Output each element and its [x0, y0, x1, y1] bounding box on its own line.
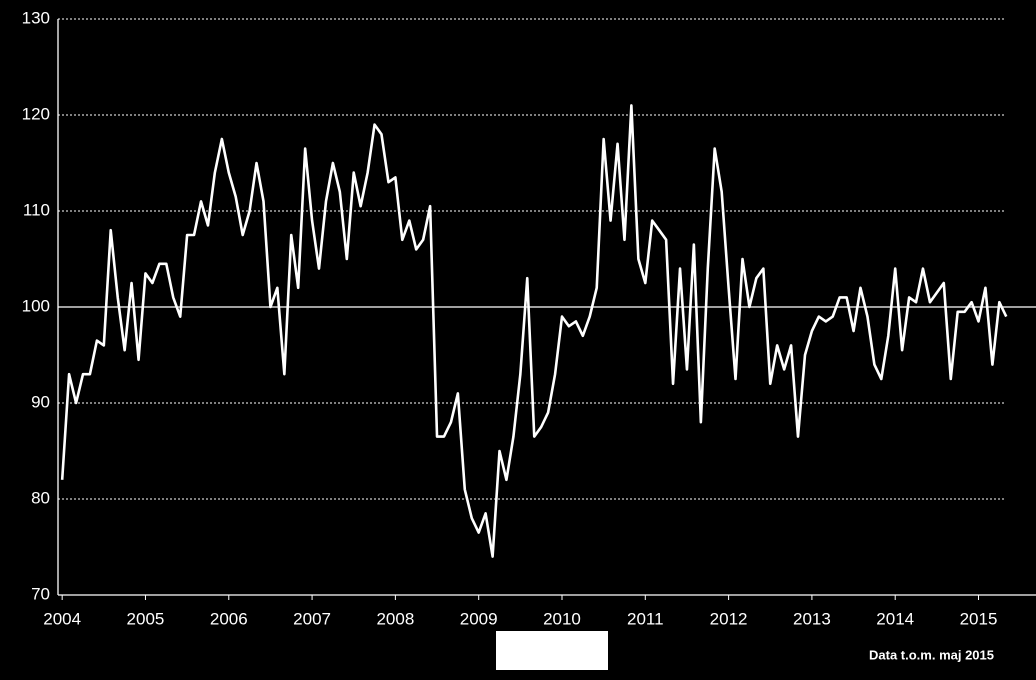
- x-tick-label: 2005: [127, 609, 165, 628]
- x-tick-label: 2008: [376, 609, 414, 628]
- x-tick-label: 2013: [793, 609, 831, 628]
- x-tick-label: 2014: [876, 609, 914, 628]
- x-tick-label: 2004: [43, 609, 81, 628]
- y-tick-label: 100: [22, 296, 50, 315]
- x-tick-label: 2012: [710, 609, 748, 628]
- blank-box: [496, 631, 608, 670]
- y-tick-label: 110: [23, 200, 50, 219]
- y-tick-label: 120: [22, 104, 50, 123]
- y-tick-label: 130: [22, 8, 50, 27]
- data-line: [60, 104, 1008, 558]
- y-tick-label: 80: [31, 488, 50, 507]
- x-tick-label: 2015: [960, 609, 998, 628]
- x-tick-label: 2006: [210, 609, 248, 628]
- x-tick-label: 2010: [543, 609, 581, 628]
- source-note: Data t.o.m. maj 2015: [869, 647, 994, 662]
- y-tick-label: 70: [31, 584, 50, 603]
- x-tick-label: 2007: [293, 609, 331, 628]
- y-tick-label: 90: [31, 392, 50, 411]
- x-tick-label: 2009: [460, 609, 498, 628]
- x-tick-label: 2011: [627, 609, 664, 628]
